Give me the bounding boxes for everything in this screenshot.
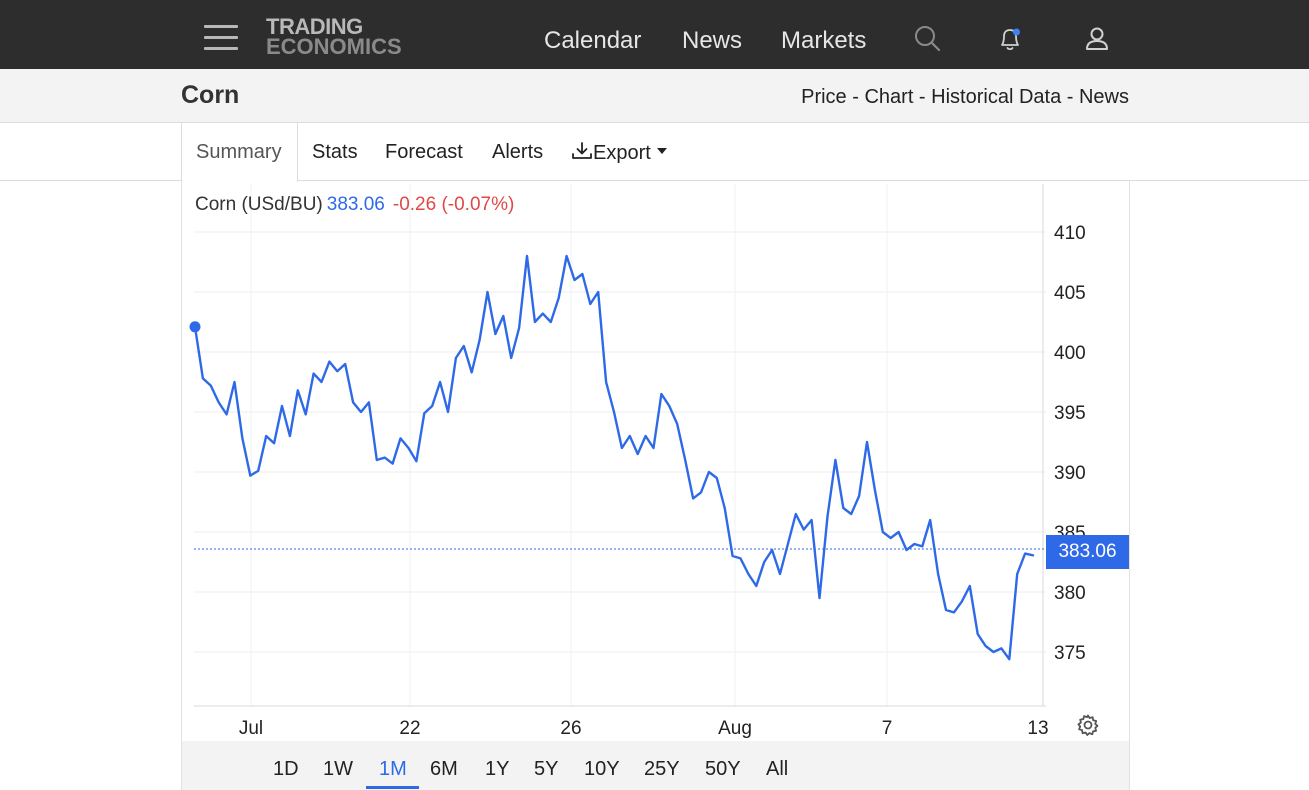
last-price-tag: 383.06 [1046, 535, 1129, 569]
x-tick-label: 22 [399, 718, 420, 739]
nav-news-link[interactable]: News [682, 27, 743, 54]
y-tick-label: 380 [1054, 583, 1086, 604]
nav-calendar-link[interactable]: Calendar [544, 27, 642, 54]
crumb-separator: - [846, 86, 865, 108]
range-5y[interactable]: 5Y [534, 758, 559, 780]
x-axis-labels: Jul 22 26 Aug 7 13 [239, 718, 1049, 739]
range-all[interactable]: All [766, 758, 789, 780]
export-label: Export [593, 142, 651, 164]
x-tick-label: Aug [718, 718, 752, 739]
active-range-indicator [366, 786, 419, 789]
user-icon[interactable] [1082, 24, 1112, 54]
range-6m[interactable]: 6M [430, 758, 458, 780]
search-icon[interactable] [913, 24, 943, 54]
range-selector: 1D 1W 1M 6M 1Y 5Y 10Y 25Y 50Y All [181, 741, 1130, 790]
logo-line-2: ECONOMICS [266, 34, 402, 59]
link-historical-data[interactable]: Historical Data [931, 86, 1062, 108]
logo-line-1: TRADING [266, 14, 363, 39]
tab-stats[interactable]: Stats [312, 141, 358, 163]
legend-series-name: Corn (USd/BU) [195, 194, 323, 215]
top-navbar: TRADING ECONOMICS Calendar News Markets [0, 0, 1309, 69]
link-news[interactable]: News [1078, 86, 1129, 108]
y-tick-label: 405 [1054, 283, 1086, 304]
gear-icon[interactable] [1076, 713, 1100, 737]
link-chart[interactable]: Chart [864, 86, 914, 108]
caret-down-icon [657, 148, 668, 154]
instrument-header: Corn Price - Chart - Historical Data - N… [0, 69, 1309, 123]
x-tick-label: 7 [882, 718, 893, 739]
range-1w[interactable]: 1W [323, 758, 353, 780]
page-title: Corn [181, 81, 240, 109]
tab-forecast[interactable]: Forecast [385, 141, 463, 163]
y-tick-label: 400 [1054, 343, 1086, 364]
crumb-separator: - [913, 86, 932, 108]
range-1m[interactable]: 1M [379, 758, 407, 780]
nav-markets-link[interactable]: Markets [781, 27, 867, 54]
series-start-marker [189, 321, 201, 333]
y-tick-label: 390 [1054, 463, 1086, 484]
legend-change: -0.26 (-0.07%) [392, 194, 515, 215]
tab-alerts[interactable]: Alerts [492, 141, 544, 163]
x-tick-label: 26 [560, 718, 581, 739]
range-1y[interactable]: 1Y [485, 758, 510, 780]
range-1d[interactable]: 1D [273, 758, 299, 780]
bell-icon[interactable] [995, 24, 1025, 54]
section-links: Price - Chart - Historical Data - News [801, 86, 1129, 109]
link-price[interactable]: Price [801, 86, 847, 108]
chart-grid [194, 184, 1046, 707]
series-line [193, 254, 1035, 661]
tab-bar: Summary Stats Forecast Alerts Export [0, 123, 1309, 182]
range-10y[interactable]: 10Y [584, 758, 620, 780]
range-50y[interactable]: 50Y [705, 758, 741, 780]
active-tab-frame [181, 123, 298, 182]
tab-export[interactable]: Export [571, 141, 668, 165]
range-25y[interactable]: 25Y [644, 758, 680, 780]
tab-summary[interactable]: Summary [196, 141, 282, 163]
chart-panel [181, 181, 1130, 741]
x-tick-label: Jul [239, 718, 263, 739]
legend-price: 383.06 [326, 194, 385, 215]
site-logo[interactable]: TRADING ECONOMICS [266, 14, 402, 59]
menu-icon[interactable] [204, 25, 238, 51]
chart-legend: Corn (USd/BU) 383.06 -0.26 (-0.07%) [195, 194, 514, 216]
y-tick-label: 375 [1054, 643, 1086, 664]
y-tick-label: 395 [1054, 403, 1086, 424]
crumb-separator: - [1061, 86, 1079, 108]
download-icon [572, 142, 592, 159]
x-tick-label: 13 [1027, 718, 1048, 739]
y-tick-label: 410 [1054, 223, 1086, 244]
